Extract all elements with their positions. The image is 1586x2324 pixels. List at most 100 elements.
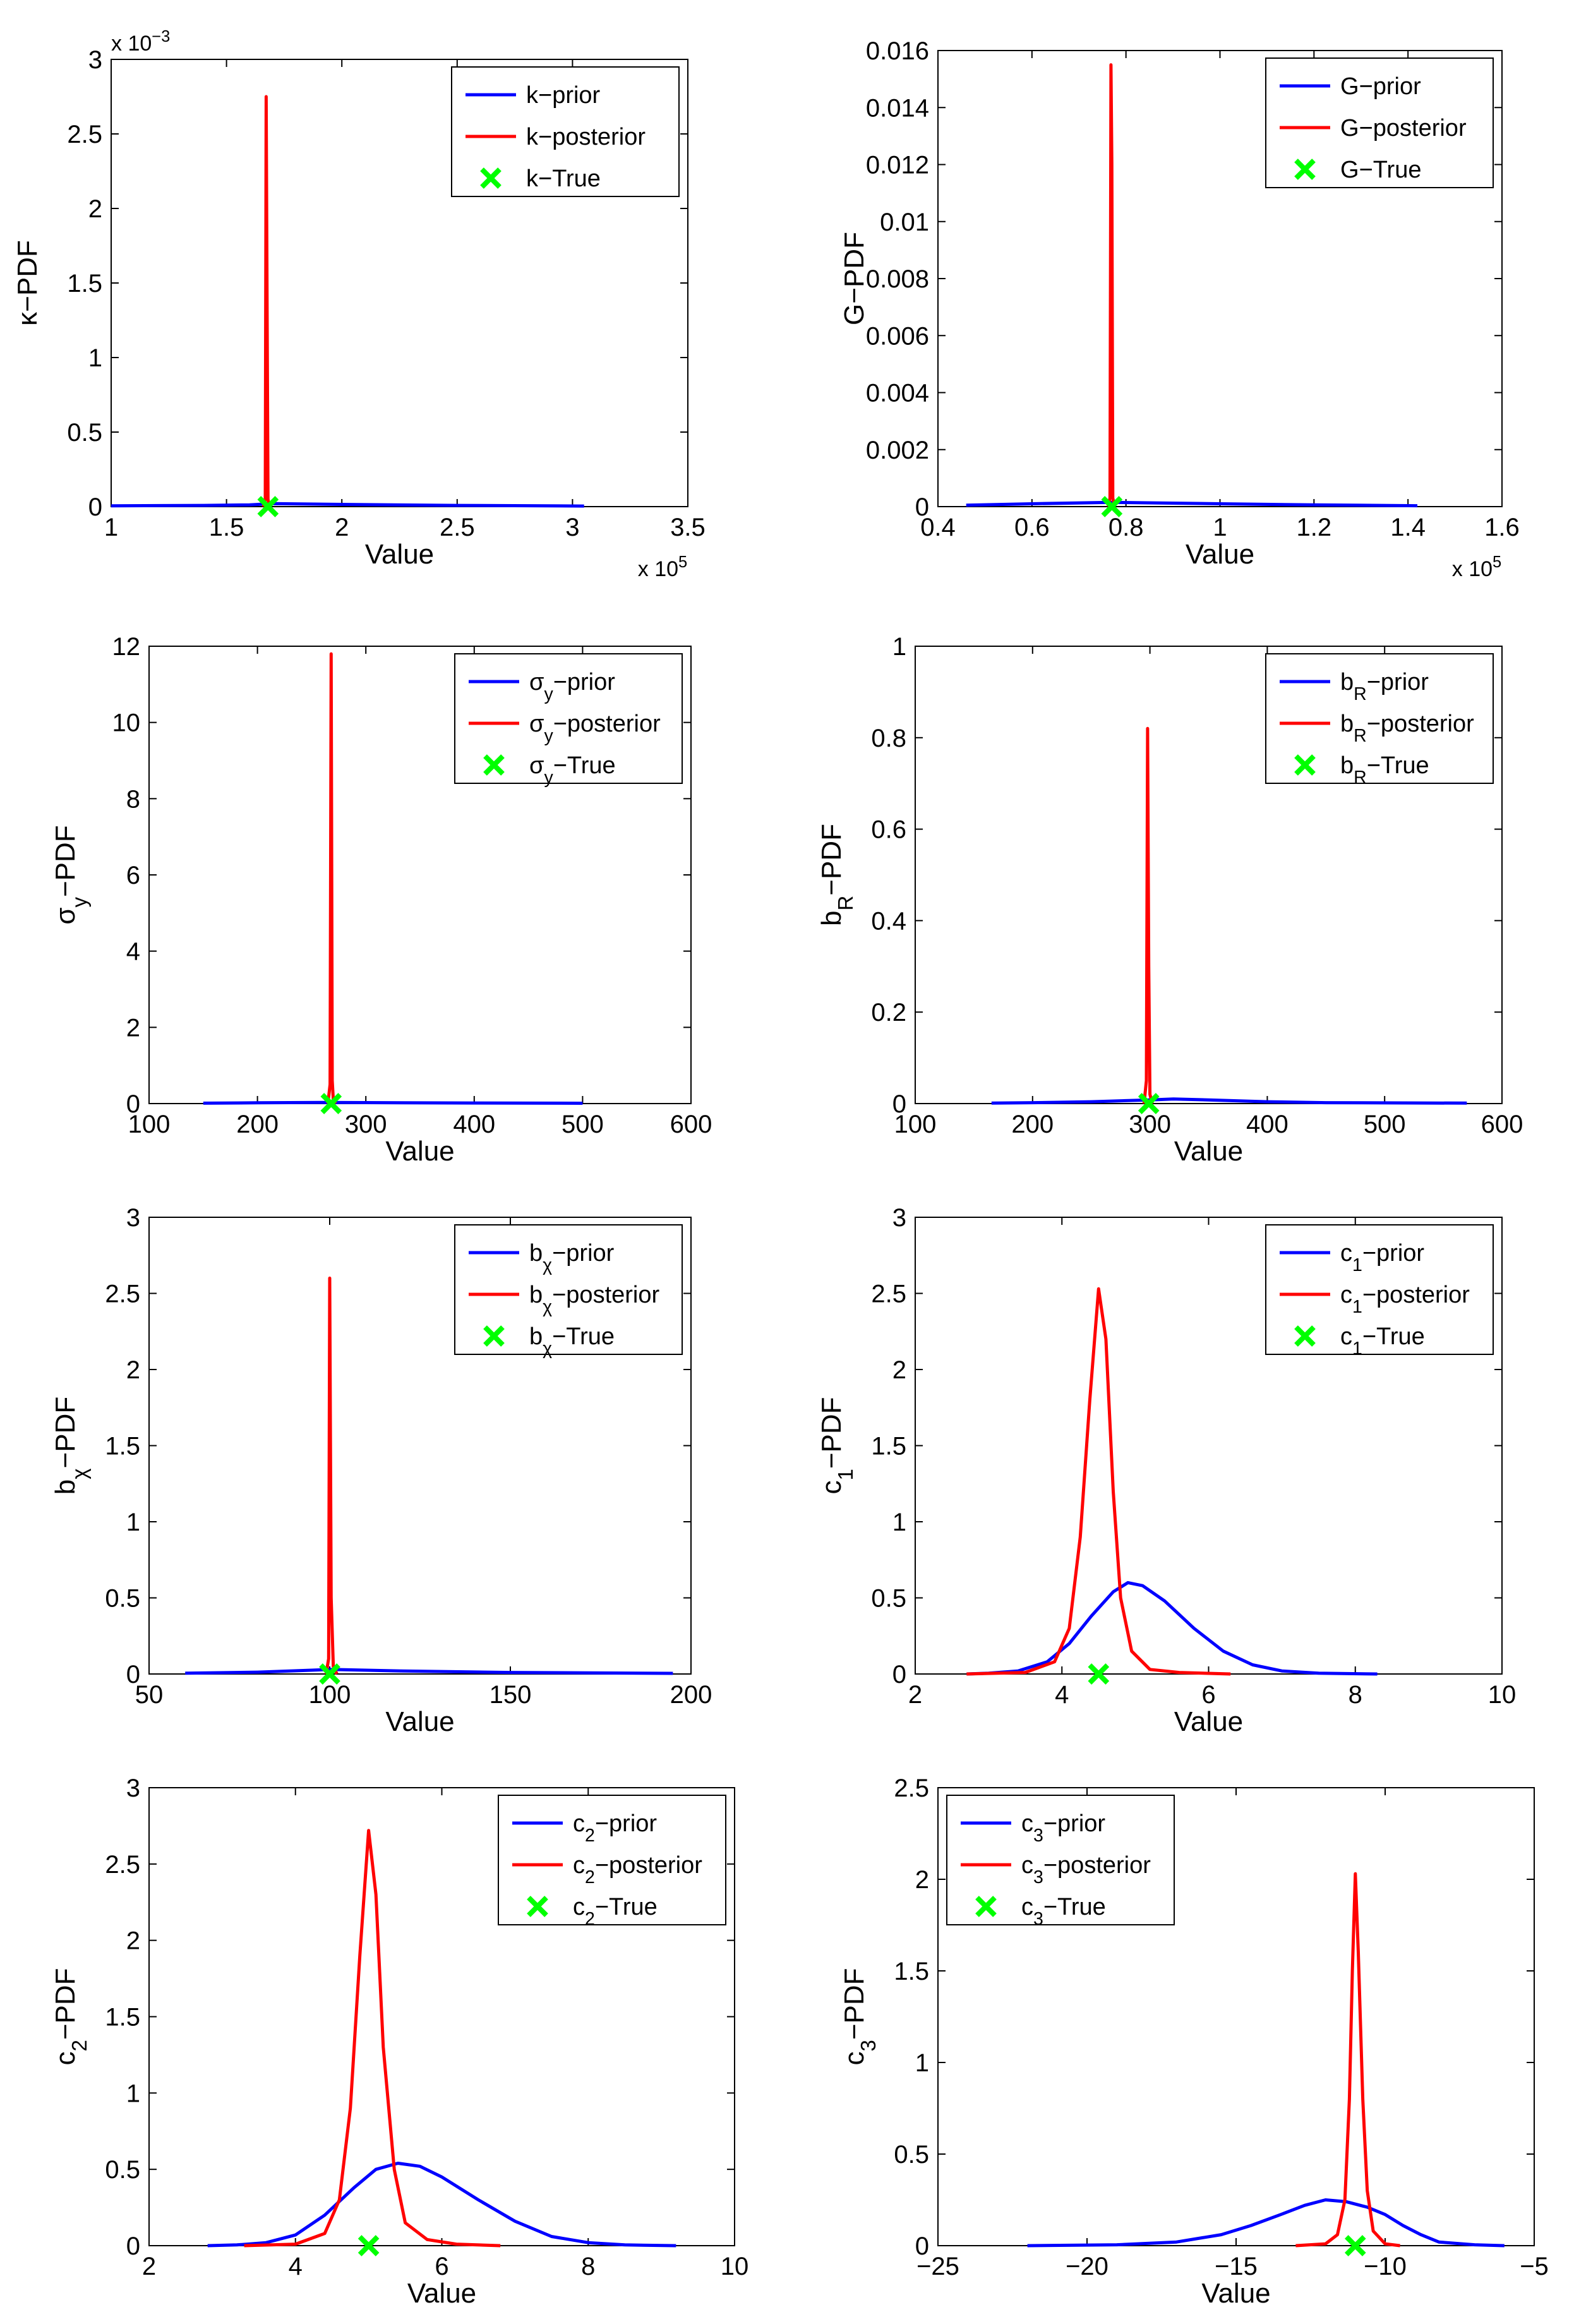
x-tick-label: 600 bbox=[1481, 1111, 1523, 1138]
y-tick-label: 1.5 bbox=[105, 2004, 140, 2032]
x-tick-label: 10 bbox=[721, 2253, 749, 2280]
y-tick-label: 0 bbox=[126, 1661, 140, 1689]
true-marker-stroke bbox=[1138, 1093, 1160, 1114]
y-tick-label: 0 bbox=[126, 2232, 140, 2260]
y-tick-label: 8 bbox=[126, 785, 140, 813]
y-tick-label: 3 bbox=[88, 46, 102, 74]
y-tick-label: 4 bbox=[126, 938, 140, 966]
true-marker bbox=[320, 1093, 342, 1114]
legend-swatch bbox=[1294, 1325, 1316, 1347]
posterior-line bbox=[1142, 726, 1154, 1104]
posterior-line bbox=[1106, 63, 1117, 507]
x-axis-label: Value bbox=[385, 1136, 454, 1167]
x-tick-label: 300 bbox=[1129, 1111, 1171, 1138]
legend-label: k−True bbox=[526, 166, 601, 192]
x-axis-label: Value bbox=[385, 1706, 454, 1737]
chart-panel-4: 100 200 300 400 500 600 0 0.2 0.4 0.6 0.8 1 Value bR−… bbox=[816, 633, 1523, 1167]
y-axis-label: bR−PDF bbox=[816, 824, 857, 926]
x-tick-label: 1.5 bbox=[209, 514, 244, 541]
x-axis-label: Value bbox=[1201, 2278, 1270, 2309]
legend-swatch bbox=[480, 167, 502, 189]
y-tick-label: 2 bbox=[126, 1014, 140, 1042]
x-tick-label: 50 bbox=[135, 1681, 164, 1709]
posterior-line bbox=[1295, 1872, 1400, 2248]
true-marker-stroke bbox=[257, 496, 279, 517]
y-tick-label: 2 bbox=[88, 195, 102, 223]
y-tick-label: 0 bbox=[126, 1090, 140, 1118]
legend-label: k−posterior bbox=[526, 124, 646, 150]
y-tick-label: 1 bbox=[126, 2080, 140, 2107]
x-tick-label: 8 bbox=[581, 2253, 595, 2280]
x-tick-label: 2 bbox=[908, 1681, 922, 1709]
prior-line bbox=[207, 2162, 676, 2248]
legend-swatch bbox=[1294, 754, 1316, 776]
prior-line bbox=[203, 1100, 583, 1105]
x-tick-label: 400 bbox=[453, 1111, 495, 1138]
y-tick-label: 0 bbox=[892, 1090, 906, 1118]
true-marker bbox=[357, 2235, 380, 2256]
y-axis-label: c1−PDF bbox=[816, 1397, 857, 1494]
legend-label: k−prior bbox=[526, 82, 601, 109]
x-tick-label: 1.4 bbox=[1390, 514, 1426, 541]
y-tick-label: 0.002 bbox=[866, 437, 929, 464]
x-tick-label: −10 bbox=[1364, 2253, 1407, 2280]
y-tick-label: 0.014 bbox=[866, 94, 929, 122]
y-tick-label: 0.016 bbox=[866, 37, 929, 65]
y-tick-label: 0.8 bbox=[871, 725, 906, 752]
x-tick-label: 3.5 bbox=[670, 514, 706, 541]
y-tick-label: 6 bbox=[126, 862, 140, 889]
y-tick-label: 0.008 bbox=[866, 265, 929, 293]
chart-panel-3: 100 200 300 400 500 600 0 2 4 6 8 10 12 Value σy−PDF σy… bbox=[50, 633, 712, 1167]
y-tick-label: 0.4 bbox=[871, 907, 906, 935]
legend: k−prior k−posterior k−True bbox=[451, 66, 680, 197]
y-tick-label: 2 bbox=[915, 1866, 929, 1894]
y-tick-label: 2 bbox=[892, 1356, 906, 1384]
x-axis-label: Value bbox=[1174, 1706, 1243, 1737]
x-tick-label: 100 bbox=[309, 1681, 351, 1709]
x-tick-label: 1 bbox=[104, 514, 118, 541]
legend-swatch bbox=[1294, 159, 1316, 180]
true-marker bbox=[1138, 1093, 1160, 1114]
true-marker-stroke bbox=[320, 1093, 342, 1114]
legend-label: G−prior bbox=[1340, 73, 1421, 100]
true-marker-stroke bbox=[1101, 496, 1123, 517]
x-axis-label: Value bbox=[365, 539, 434, 570]
true-marker-stroke bbox=[1344, 2235, 1366, 2256]
legend-label: G−posterior bbox=[1340, 115, 1467, 141]
y-tick-label: 1 bbox=[915, 2049, 929, 2077]
x-tick-label: 2 bbox=[335, 514, 349, 541]
y-tick-label: 1 bbox=[892, 1508, 906, 1536]
x-tick-label: −15 bbox=[1215, 2253, 1258, 2280]
x-tick-label: 600 bbox=[670, 1111, 712, 1138]
true-marker-stroke bbox=[357, 2235, 380, 2256]
x-tick-label: 1 bbox=[1213, 514, 1227, 541]
y-axis-label: c2−PDF bbox=[50, 1968, 91, 2065]
y-tick-label: 0.004 bbox=[866, 380, 929, 407]
y-tick-label: 0.2 bbox=[871, 999, 906, 1027]
x-tick-label: 6 bbox=[1201, 1681, 1215, 1709]
x-tick-label: 200 bbox=[1011, 1111, 1054, 1138]
x-tick-label: 1.6 bbox=[1484, 514, 1520, 541]
chart-panel-2: 0.4 0.6 0.8 1 1.2 1.4 1.6 0 0.002 0.004 0.006 0.008… bbox=[839, 37, 1520, 581]
x-tick-label: −20 bbox=[1066, 2253, 1108, 2280]
y-tick-label: 0.5 bbox=[67, 419, 102, 447]
x-tick-label: 10 bbox=[1488, 1681, 1517, 1709]
x-tick-label: 500 bbox=[562, 1111, 604, 1138]
x-exponent-label: x 105 bbox=[638, 553, 687, 581]
x-tick-label: 6 bbox=[435, 2253, 448, 2280]
legend-label: G−True bbox=[1340, 157, 1421, 183]
x-tick-label: 100 bbox=[894, 1111, 937, 1138]
y-tick-label: 2 bbox=[126, 1356, 140, 1384]
y-tick-label: 1.5 bbox=[67, 270, 102, 298]
y-tick-label: 2.5 bbox=[105, 1851, 140, 1879]
y-tick-label: 2.5 bbox=[67, 121, 102, 148]
y-tick-label: 2.5 bbox=[894, 1774, 929, 1802]
y-tick-label: 2.5 bbox=[871, 1280, 906, 1308]
chart-panel-1: 1 1.5 2 2.5 3 3.5 0 0.5 1 1.5 2 2.5 3 Value κ−PDF x 105… bbox=[12, 28, 706, 581]
x-tick-label: 200 bbox=[670, 1681, 712, 1709]
x-tick-label: 8 bbox=[1349, 1681, 1362, 1709]
